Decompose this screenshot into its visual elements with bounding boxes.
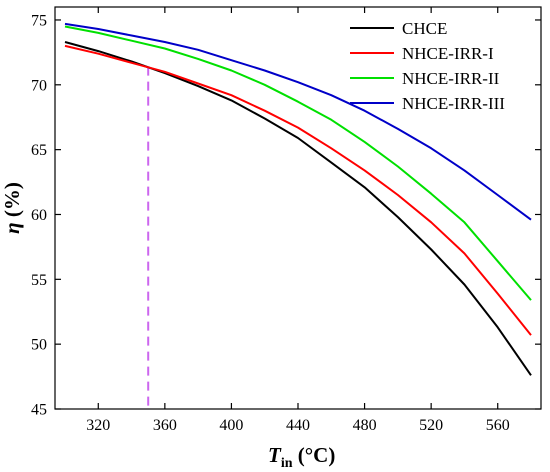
axis-ticks: 320 360 400 440 480 520 560 45 50 55 60 65 70 75 bbox=[31, 7, 541, 434]
y-tick-label: 75 bbox=[31, 12, 47, 29]
y-tick-label: 45 bbox=[31, 402, 47, 419]
x-tick-label: 400 bbox=[219, 417, 243, 434]
plot-frame bbox=[54, 6, 542, 410]
x-tick-label: 440 bbox=[286, 417, 310, 434]
plot-area bbox=[64, 22, 532, 409]
legend: CHCE NHCE-IRR-I NHCE-IRR-II NHCE-IRR-III bbox=[350, 19, 505, 113]
x-axis-label: Tin (°C) bbox=[268, 443, 335, 471]
y-tick-label: 65 bbox=[31, 142, 47, 159]
x-tick-label: 520 bbox=[419, 417, 443, 434]
y-tick-label: 70 bbox=[31, 77, 47, 94]
y-axis-label: η (%) bbox=[0, 182, 24, 234]
legend-label: NHCE-IRR-III bbox=[402, 94, 505, 113]
y-tick-label: 60 bbox=[31, 207, 47, 224]
x-axis-subscript: in bbox=[281, 456, 293, 471]
y-axis-symbol: η bbox=[0, 222, 24, 234]
x-tick-label: 320 bbox=[86, 417, 110, 434]
x-tick-label: 360 bbox=[153, 417, 177, 434]
y-axis-unit: (%) bbox=[0, 182, 24, 222]
legend-label: NHCE-IRR-II bbox=[402, 69, 500, 88]
legend-label: CHCE bbox=[402, 19, 447, 38]
x-axis-unit: (°C) bbox=[293, 443, 336, 467]
x-tick-label: 480 bbox=[353, 417, 377, 434]
series-line-nhce-irr-i bbox=[64, 44, 532, 336]
series-line-nhce-irr-iii bbox=[64, 22, 532, 221]
legend-label: NHCE-IRR-I bbox=[402, 44, 494, 63]
x-axis-symbol: T bbox=[268, 443, 282, 467]
x-tick-label: 560 bbox=[486, 417, 510, 434]
series-line-nhce-irr-ii bbox=[64, 25, 532, 301]
y-tick-label: 50 bbox=[31, 337, 47, 354]
series-line-chce bbox=[64, 41, 532, 376]
y-tick-label: 55 bbox=[31, 272, 47, 289]
